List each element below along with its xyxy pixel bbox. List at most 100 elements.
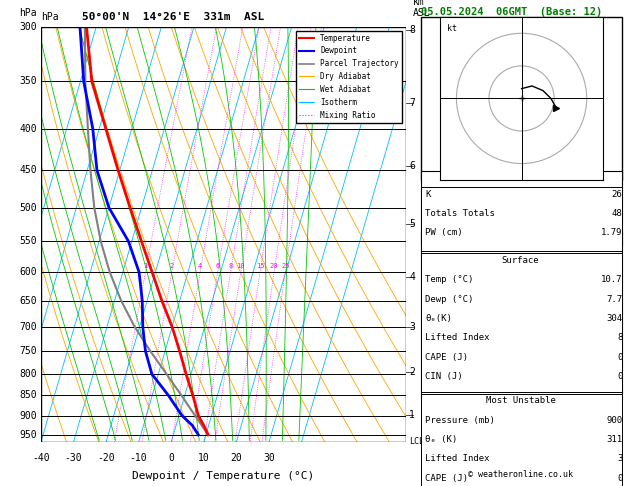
Text: 7.7: 7.7 — [605, 281, 623, 291]
Text: 7.7: 7.7 — [606, 295, 623, 304]
Text: PW (cm): PW (cm) — [425, 228, 463, 238]
Text: CIN (J): CIN (J) — [425, 372, 463, 382]
Text: Surface: Surface — [502, 256, 539, 265]
Text: 15: 15 — [256, 263, 264, 269]
Text: 48: 48 — [612, 209, 623, 218]
Bar — [421, 230, 623, 399]
Text: 900: 900 — [19, 411, 37, 421]
Text: Surface: Surface — [500, 234, 541, 244]
Text: CAPE (J): CAPE (J) — [425, 474, 468, 483]
Text: 0: 0 — [617, 474, 623, 483]
Text: 10: 10 — [198, 452, 209, 463]
Text: 3: 3 — [617, 454, 623, 464]
Text: 650: 650 — [19, 295, 37, 306]
Text: 0: 0 — [168, 452, 174, 463]
Text: 300: 300 — [19, 22, 37, 32]
Text: 2: 2 — [409, 367, 415, 377]
Text: PW (cm): PW (cm) — [427, 221, 469, 231]
Bar — [421, 171, 623, 245]
Text: Lifted Index: Lifted Index — [425, 454, 489, 464]
Bar — [421, 394, 623, 486]
Text: 1: 1 — [143, 263, 148, 269]
Text: kt: kt — [425, 22, 435, 31]
Text: hPa: hPa — [19, 8, 36, 18]
Text: Temp (°C): Temp (°C) — [427, 258, 480, 268]
Text: 0: 0 — [617, 372, 623, 382]
Text: LCL: LCL — [409, 437, 425, 446]
Text: 48: 48 — [611, 198, 623, 208]
Text: Dewpoint / Temperature (°C): Dewpoint / Temperature (°C) — [132, 471, 314, 481]
Text: 8: 8 — [409, 25, 415, 35]
Legend: Temperature, Dewpoint, Parcel Trajectory, Dry Adiabat, Wet Adiabat, Isotherm, Mi: Temperature, Dewpoint, Parcel Trajectory… — [296, 31, 402, 122]
Text: 6: 6 — [216, 263, 220, 269]
Text: hPa: hPa — [41, 12, 58, 22]
Text: Lifted Index: Lifted Index — [425, 333, 489, 343]
Text: K: K — [427, 174, 433, 185]
Text: 600: 600 — [19, 267, 37, 277]
Text: 3: 3 — [409, 322, 415, 332]
Text: 0: 0 — [616, 374, 623, 384]
Text: 8: 8 — [617, 333, 623, 343]
Text: 4: 4 — [198, 263, 203, 269]
Bar — [421, 253, 623, 392]
Text: 10.7: 10.7 — [601, 275, 623, 284]
Text: Temp (°C): Temp (°C) — [425, 275, 474, 284]
Text: Pressure (mb): Pressure (mb) — [425, 416, 495, 425]
Text: 0: 0 — [617, 353, 623, 362]
Text: 950: 950 — [19, 430, 37, 440]
Text: kt: kt — [447, 23, 457, 33]
Text: Totals Totals: Totals Totals — [427, 198, 504, 208]
Text: -10: -10 — [130, 452, 147, 463]
Text: Dewp (°C): Dewp (°C) — [427, 281, 480, 291]
Text: 850: 850 — [19, 390, 37, 400]
Text: 26: 26 — [612, 190, 623, 199]
Text: 10: 10 — [237, 263, 245, 269]
Text: 20: 20 — [230, 452, 242, 463]
Text: 900: 900 — [606, 416, 623, 425]
Text: 311: 311 — [606, 435, 623, 444]
Text: 20: 20 — [270, 263, 278, 269]
Text: 8: 8 — [616, 328, 623, 338]
Text: Mixing Ratio (g/kg): Mixing Ratio (g/kg) — [438, 187, 447, 282]
Text: 350: 350 — [19, 76, 37, 87]
Text: 750: 750 — [19, 346, 37, 356]
Text: CAPE (J): CAPE (J) — [427, 351, 474, 361]
Text: CIN (J): CIN (J) — [427, 374, 469, 384]
Text: 2: 2 — [170, 263, 174, 269]
Text: -40: -40 — [32, 452, 50, 463]
Text: Most Unstable: Most Unstable — [486, 396, 555, 405]
Text: 25: 25 — [281, 263, 289, 269]
Text: 1.79: 1.79 — [599, 221, 623, 231]
Bar — [421, 17, 623, 180]
Text: 30: 30 — [263, 452, 275, 463]
Text: 6: 6 — [409, 161, 415, 172]
Text: 800: 800 — [19, 369, 37, 379]
Text: 7: 7 — [409, 98, 415, 108]
Text: θᴄ(K): θᴄ(K) — [427, 304, 457, 314]
Text: K: K — [425, 190, 430, 199]
Text: 0: 0 — [616, 351, 623, 361]
Text: 700: 700 — [19, 322, 37, 332]
Text: 1: 1 — [409, 410, 415, 420]
Text: 10.7: 10.7 — [599, 258, 623, 268]
Text: 450: 450 — [19, 165, 37, 175]
Text: 400: 400 — [19, 123, 37, 134]
Text: 8: 8 — [228, 263, 233, 269]
Text: 304: 304 — [605, 304, 623, 314]
Text: 50°00'N  14°26'E  331m  ASL: 50°00'N 14°26'E 331m ASL — [82, 12, 264, 22]
Text: 26: 26 — [611, 174, 623, 185]
Text: 500: 500 — [19, 203, 37, 212]
Text: -20: -20 — [97, 452, 115, 463]
Text: Totals Totals: Totals Totals — [425, 209, 495, 218]
Bar — [421, 187, 623, 251]
Text: 4: 4 — [409, 273, 415, 282]
Text: 304: 304 — [606, 314, 623, 323]
Text: Lifted Index: Lifted Index — [427, 328, 498, 338]
Text: km
ASL: km ASL — [413, 0, 431, 18]
Bar — [41, 27, 406, 442]
Text: © weatheronline.co.uk: © weatheronline.co.uk — [468, 469, 573, 479]
Text: -30: -30 — [65, 452, 82, 463]
Text: θₑ(K): θₑ(K) — [425, 314, 452, 323]
Text: 1.79: 1.79 — [601, 228, 623, 238]
Text: Dewp (°C): Dewp (°C) — [425, 295, 474, 304]
